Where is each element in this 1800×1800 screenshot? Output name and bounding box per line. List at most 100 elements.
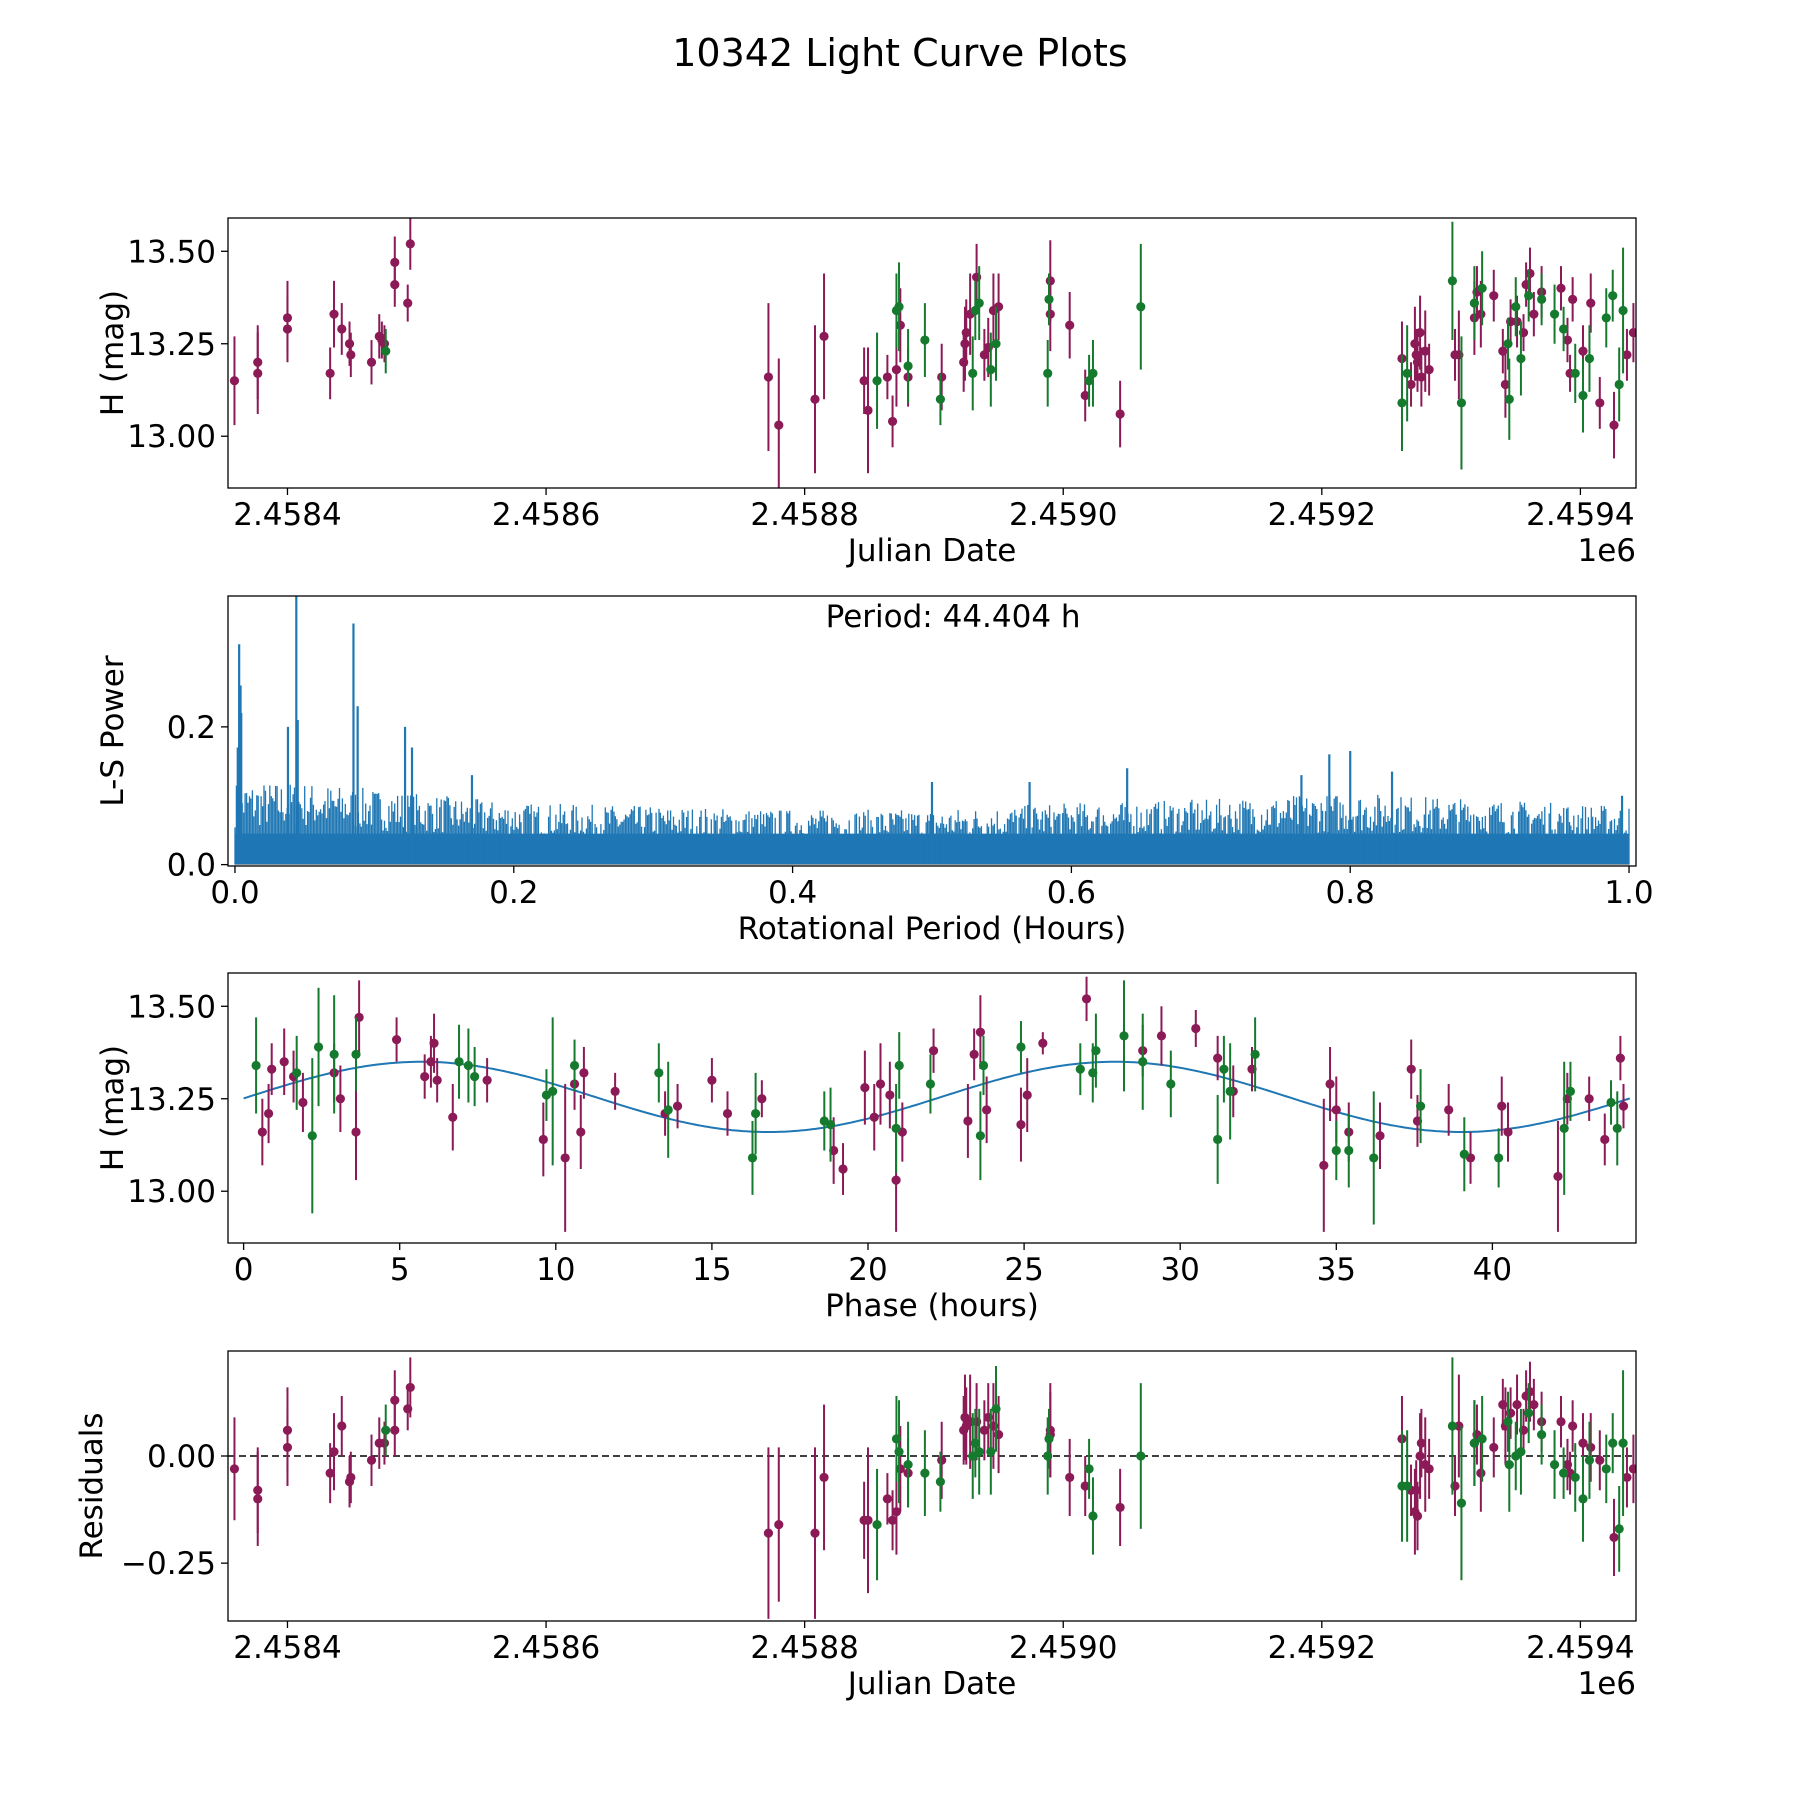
x-tick-label: 0.0 — [210, 875, 259, 911]
data-point — [1456, 1498, 1467, 1508]
data-point — [548, 1086, 558, 1096]
data-point — [579, 1068, 589, 1078]
plot-area — [228, 1357, 1636, 1619]
data-point — [1469, 1438, 1479, 1448]
data-point — [470, 1071, 480, 1082]
data-point — [1525, 1387, 1535, 1397]
data-point — [1043, 368, 1053, 378]
data-point — [298, 1097, 308, 1108]
data-point — [403, 298, 413, 308]
data-point — [763, 372, 774, 382]
data-point — [1038, 1038, 1048, 1048]
series-band-a — [229, 1357, 1636, 1619]
data-point — [707, 1075, 717, 1085]
data-point — [1537, 1429, 1547, 1440]
data-point — [1529, 1399, 1539, 1410]
x-tick-label: 2.4586 — [492, 1630, 600, 1666]
data-point — [1444, 1105, 1454, 1115]
y-tick-label: −0.25 — [121, 1546, 216, 1582]
data-point — [1045, 276, 1055, 286]
data-point — [1065, 1472, 1075, 1483]
data-point — [979, 350, 989, 360]
data-point — [1549, 309, 1560, 319]
data-point — [825, 1120, 836, 1130]
data-point — [1618, 305, 1628, 316]
data-point — [1424, 1464, 1434, 1474]
data-point — [329, 309, 339, 319]
data-point — [810, 394, 820, 404]
data-point — [1044, 1434, 1054, 1444]
data-point — [935, 394, 946, 404]
data-point — [1344, 1145, 1354, 1156]
data-point — [1402, 368, 1412, 378]
data-point — [937, 372, 947, 382]
axes-frame — [227, 595, 1637, 867]
data-point — [1375, 1131, 1385, 1141]
data-point — [1497, 1101, 1507, 1111]
data-point — [1411, 350, 1421, 360]
data-point — [1549, 1459, 1560, 1470]
data-point — [1043, 1451, 1053, 1461]
data-point — [1088, 368, 1098, 378]
data-point — [747, 1153, 758, 1163]
data-point — [1524, 1408, 1534, 1418]
data-point — [335, 1094, 345, 1104]
data-point — [1609, 1532, 1619, 1543]
series-band-b — [381, 1357, 1628, 1581]
data-point — [1406, 1064, 1416, 1074]
data-point — [894, 302, 904, 312]
data-point — [863, 1515, 873, 1525]
data-point — [1586, 298, 1596, 308]
y-tick-label: 0.00 — [147, 1439, 216, 1475]
data-point — [1331, 1145, 1341, 1156]
data-point — [1565, 1086, 1576, 1096]
data-point — [1568, 1421, 1578, 1431]
data-point — [1369, 1153, 1379, 1163]
data-point — [974, 1447, 984, 1457]
data-point — [895, 320, 905, 330]
data-point — [253, 1485, 263, 1495]
y-tick-label: 0.0 — [167, 848, 216, 884]
data-point — [979, 1425, 989, 1435]
data-point — [920, 335, 930, 345]
data-point — [1156, 1031, 1167, 1041]
data-point — [1138, 1057, 1148, 1067]
data-point — [1225, 1086, 1235, 1096]
data-point — [1081, 994, 1092, 1004]
plot-area — [234, 596, 1630, 866]
data-point — [882, 372, 892, 382]
data-point — [448, 1112, 458, 1122]
data-point — [405, 239, 415, 249]
data-point — [928, 1046, 939, 1056]
power-spectrum — [234, 784, 1630, 865]
period-annotation: Period: 44.404 h — [826, 599, 1081, 635]
data-point — [838, 1164, 848, 1174]
data-point — [960, 339, 970, 349]
axes-frame — [227, 972, 1637, 1244]
data-point — [819, 1472, 829, 1483]
y-tick-label: 13.00 — [127, 419, 216, 455]
data-point — [1512, 1399, 1522, 1410]
data-point — [1503, 339, 1513, 349]
data-point — [351, 1049, 361, 1059]
data-point — [1494, 1153, 1504, 1163]
data-point — [1119, 1031, 1129, 1041]
data-point — [1558, 324, 1569, 334]
data-point — [1570, 1472, 1580, 1483]
x-tick-label: 2.4584 — [233, 497, 341, 533]
data-point — [1489, 291, 1499, 301]
data-point — [1416, 372, 1426, 382]
data-point — [1618, 1101, 1629, 1111]
data-point — [935, 1477, 946, 1487]
data-point — [1500, 379, 1511, 390]
x-tick-label: 5 — [390, 1252, 410, 1288]
data-point — [1578, 390, 1588, 401]
data-point — [229, 376, 240, 386]
x-tick-label: 0.6 — [1047, 875, 1096, 911]
x-tick-label: 0 — [234, 1252, 254, 1288]
data-point — [429, 1038, 439, 1048]
data-point — [774, 1519, 784, 1530]
data-point — [1166, 1079, 1176, 1089]
data-point — [1524, 291, 1534, 301]
data-point — [763, 1528, 774, 1538]
